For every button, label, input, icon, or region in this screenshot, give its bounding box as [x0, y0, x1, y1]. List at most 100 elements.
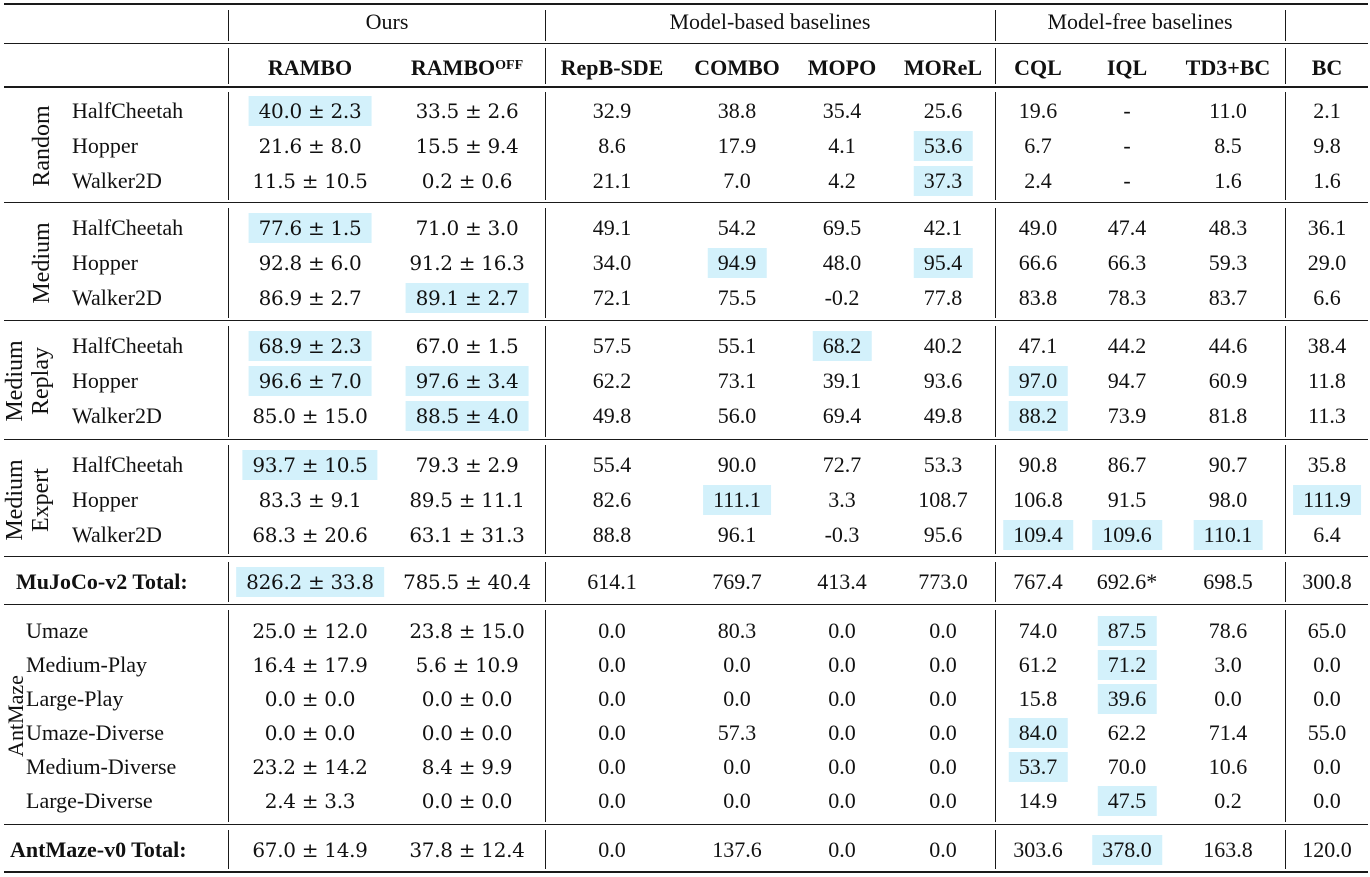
value-cell: 0.0 [598, 652, 626, 677]
top-rule [4, 3, 1368, 5]
column-divider [1285, 610, 1287, 822]
value-cell: 44.2 [1107, 333, 1147, 358]
value-cell: 0.0 [828, 686, 856, 711]
value-cell: 8.4 ± 9.9 [421, 755, 513, 779]
value-cell: 87.5 [1097, 616, 1157, 646]
value-cell: 9.8 [1313, 133, 1341, 158]
value-cell: 47.1 [1018, 333, 1058, 358]
value-cell: 80.3 [717, 618, 757, 643]
env-name: Medium-Play [26, 652, 147, 677]
value-cell: - [1123, 133, 1131, 158]
value-cell: 11.8 [1308, 368, 1346, 393]
value-cell: 35.8 [1307, 452, 1347, 477]
value-cell: 96.1 [717, 522, 757, 547]
value-cell: 39.1 [822, 368, 862, 393]
value-cell: 55.4 [592, 452, 632, 477]
value-cell: 67.0 ± 1.5 [415, 334, 519, 358]
value-cell: 77.8 [923, 285, 963, 310]
value-cell: 65.0 [1307, 618, 1347, 643]
value-cell: 89.1 ± 2.7 [405, 283, 529, 313]
column-header-rambo-off: RAMBOOFF [411, 53, 523, 83]
column-header-morel: MOReL [904, 53, 982, 83]
column-divider [228, 562, 230, 602]
env-name: Hopper [72, 487, 138, 512]
value-cell: 0.0 [1313, 788, 1341, 813]
column-header-label: COMBO [694, 55, 780, 80]
value-cell: 1.6 [1214, 168, 1242, 193]
value-cell: 62.2 [1107, 720, 1147, 745]
value-cell: 413.4 [817, 569, 867, 594]
value-cell: 0.0 [598, 788, 626, 813]
value-cell: 0.0 ± 0.0 [421, 687, 513, 711]
value-cell: 0.0 ± 0.0 [264, 721, 356, 745]
value-cell: 68.2 [812, 331, 872, 361]
value-cell: 32.9 [592, 98, 632, 123]
column-divider [545, 445, 547, 554]
value-cell: 33.5 ± 2.6 [415, 99, 519, 123]
value-cell: 767.4 [1013, 569, 1063, 594]
env-name: Walker2D [72, 168, 162, 193]
value-cell: 57.5 [592, 333, 632, 358]
column-divider [1285, 326, 1287, 437]
value-cell: 62.2 [592, 368, 632, 393]
env-name: Hopper [72, 368, 138, 393]
value-cell: 73.1 [717, 368, 757, 393]
value-cell: 91.5 [1107, 487, 1147, 512]
value-cell: 0.0 [1313, 686, 1341, 711]
value-cell: 11.5 ± 10.5 [252, 169, 368, 193]
value-cell: 37.8 ± 12.4 [409, 838, 525, 862]
value-cell: 0.0 [828, 652, 856, 677]
section-group-label-line: Replay [28, 347, 54, 415]
column-divider [1285, 830, 1287, 869]
value-cell: 74.0 [1018, 618, 1058, 643]
value-cell: 54.2 [717, 215, 757, 240]
value-cell: 6.7 [1024, 133, 1052, 158]
value-cell: 69.4 [822, 403, 862, 428]
value-cell: 95.6 [923, 522, 963, 547]
value-cell: 29.0 [1307, 250, 1347, 275]
value-cell: 0.0 [598, 754, 626, 779]
value-cell: 48.3 [1208, 215, 1248, 240]
column-divider [1285, 445, 1287, 554]
env-name: HalfCheetah [72, 98, 184, 123]
value-cell: 4.2 [828, 168, 856, 193]
column-header-label: MOPO [807, 55, 877, 80]
column-header-label: CQL [1014, 55, 1062, 80]
value-cell: 71.2 [1097, 650, 1157, 680]
mujoco-total-label: MuJoCo-v2 Total: [16, 569, 188, 594]
header-group-rule [4, 43, 1368, 45]
value-cell: 21.1 [592, 168, 632, 193]
column-divider [545, 208, 547, 318]
value-cell: 71.4 [1208, 720, 1248, 745]
env-name: HalfCheetah [72, 333, 184, 358]
env-name: Walker2D [72, 285, 162, 310]
value-cell: 81.8 [1208, 403, 1248, 428]
env-name: HalfCheetah [72, 452, 184, 477]
value-cell: 5.6 ± 10.9 [415, 653, 519, 677]
value-cell: 85.0 ± 15.0 [252, 404, 368, 428]
column-header-combo: COMBO [694, 53, 780, 83]
value-cell: 0.0 [929, 788, 957, 813]
column-divider [228, 326, 230, 437]
column-divider [545, 610, 547, 822]
column-divider [545, 10, 547, 41]
value-cell: 25.0 ± 12.0 [252, 619, 368, 643]
section-group-label: Random [29, 91, 55, 201]
value-cell: 88.2 [1008, 401, 1068, 431]
value-cell: 23.2 ± 14.2 [252, 755, 368, 779]
column-header-rambo: RAMBO [268, 53, 352, 83]
section-rule [4, 320, 1368, 322]
value-cell: 378.0 [1092, 835, 1162, 865]
section-group-label: Medium Replay [2, 326, 54, 436]
env-name: Large-Play [26, 686, 124, 711]
section-group-label: Medium Expert [2, 445, 54, 555]
section-rule [4, 202, 1368, 204]
column-header-label: TD3+BC [1185, 55, 1271, 80]
value-cell: 49.8 [592, 403, 632, 428]
column-divider [545, 48, 547, 84]
value-cell: 0.0 [598, 618, 626, 643]
value-cell: 82.6 [592, 487, 632, 512]
value-cell: 39.6 [1097, 684, 1157, 714]
value-cell: 83.8 [1018, 285, 1058, 310]
value-cell: 36.1 [1307, 215, 1347, 240]
